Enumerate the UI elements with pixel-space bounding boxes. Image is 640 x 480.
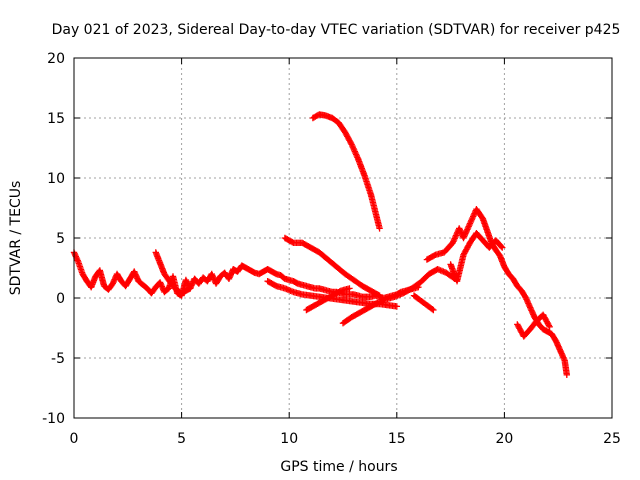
x-tick-label: 5 — [177, 431, 186, 447]
data-point — [545, 322, 553, 329]
y-tick-label: -10 — [42, 411, 65, 427]
series-sdtvar — [70, 111, 571, 378]
x-tick-label: 15 — [388, 431, 406, 447]
data-point — [376, 225, 383, 232]
x-tick-label: 20 — [495, 431, 513, 447]
data-point — [429, 306, 436, 313]
data-point — [393, 303, 400, 310]
y-tick-label: 5 — [56, 231, 65, 247]
x-axis-label: GPS time / hours — [280, 459, 397, 475]
y-tick-label: 0 — [56, 291, 65, 307]
x-tick-label: 25 — [603, 431, 621, 447]
data-point — [546, 323, 553, 330]
data-point — [182, 276, 190, 284]
x-tick-label: 0 — [70, 431, 79, 447]
chart-title: Day 021 of 2023, Sidereal Day-to-day VTE… — [52, 22, 621, 38]
data-point — [187, 285, 194, 292]
axis-ticks: 0 5 10 15 20 25 -10 -5 0 5 10 15 20 — [42, 51, 621, 447]
x-tick-label: 10 — [280, 431, 298, 447]
data-series-layer — [70, 111, 571, 378]
y-tick-label: -5 — [51, 351, 65, 367]
data-point — [346, 285, 353, 292]
y-tick-label: 20 — [47, 51, 65, 67]
grid-lines — [74, 58, 612, 418]
y-tick-label: 15 — [47, 111, 65, 127]
data-point — [430, 306, 437, 314]
data-point — [498, 243, 505, 250]
data-point — [375, 291, 382, 299]
data-point — [183, 278, 190, 285]
data-point — [376, 292, 383, 299]
data-point — [499, 244, 506, 251]
y-axis-label: SDTVAR / TECUs — [8, 181, 24, 296]
y-tick-label: 10 — [47, 171, 65, 187]
data-point — [563, 371, 571, 378]
